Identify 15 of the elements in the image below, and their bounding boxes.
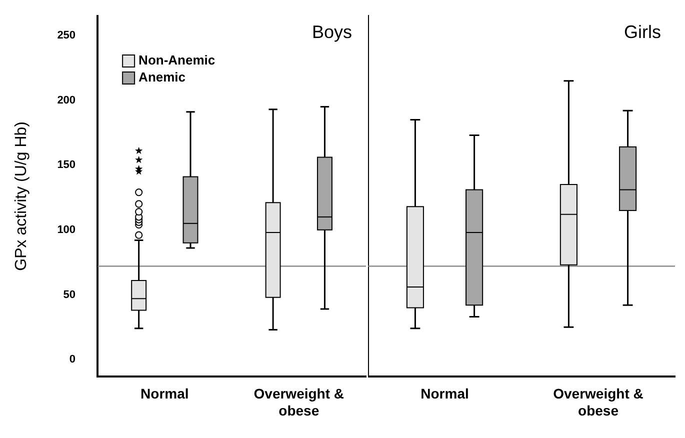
x-tick-label: Overweight & obese xyxy=(553,386,644,418)
y-axis-title: GPx activity (U/g Hb) xyxy=(13,122,30,271)
legend-label: Anemic xyxy=(138,70,186,85)
x-tick-label: Overweight & obese xyxy=(254,386,344,418)
x-tick-label: Normal xyxy=(140,386,189,402)
chart-title: Girls xyxy=(624,22,661,42)
legend-label: Non-Anemic xyxy=(138,52,216,68)
y-tick-label: 0 xyxy=(69,354,76,366)
y-tick-label: 250 xyxy=(57,29,76,42)
y-tick-label: 150 xyxy=(57,159,76,172)
y-tick-label: 200 xyxy=(57,94,76,106)
y-tick-label: 50 xyxy=(63,288,76,301)
y-tick-label: 100 xyxy=(57,224,76,236)
chart-title: Boys xyxy=(312,22,352,42)
x-tick-label: Normal xyxy=(420,386,469,402)
